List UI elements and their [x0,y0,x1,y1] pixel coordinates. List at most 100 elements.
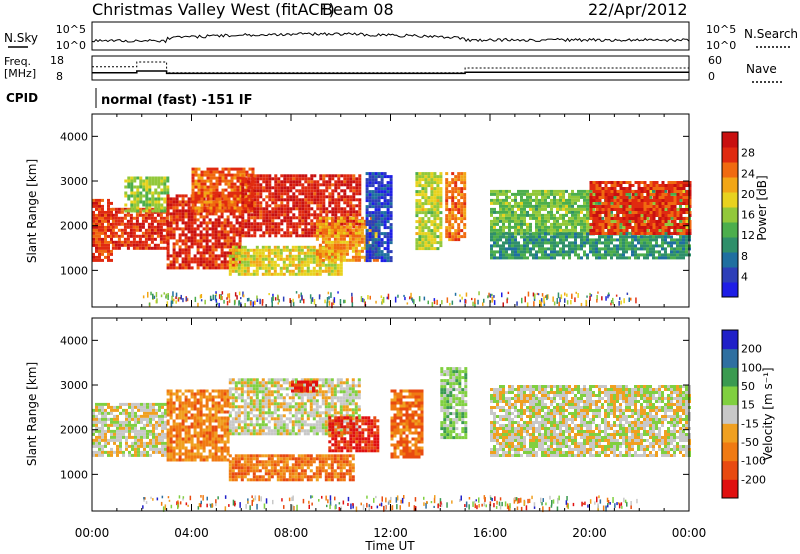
echo-cell [511,244,514,248]
echo-cell [592,238,595,242]
echo-cell [383,205,387,209]
echo-cell [241,183,245,187]
echo-cell [126,243,130,247]
echo-cell [153,219,157,223]
echo-cell [336,216,340,220]
echo-cell [643,217,647,220]
echo-cell [247,204,251,208]
echo-cell [685,196,689,199]
echo-cell [246,266,250,270]
nsearch-tick-bottom: 10^0 [706,39,736,52]
echo-cell [664,214,668,217]
echo-cell [427,247,431,251]
echo-cell [342,249,346,253]
echo-cell [337,204,341,208]
echo-cell [445,229,449,233]
echo-cell [243,269,247,273]
echo-cell [424,190,428,194]
echo-cell [252,263,256,267]
echo-cell [283,216,287,220]
echo-cell [339,216,343,220]
echo-cell [241,180,245,184]
echo-cell [529,247,532,251]
echo-cell [342,243,346,247]
echo-cell [159,213,163,217]
echo-cell [583,189,586,193]
echo-cell [304,231,308,235]
echo-cell [151,209,155,213]
echo-cell [236,206,240,210]
echo-cell [380,244,384,248]
echo-cell [239,191,243,195]
echo-cell [637,208,641,211]
echo-cell [673,181,677,184]
echo-cell [640,226,644,229]
echo-cell [538,213,541,217]
echo-cell [265,180,269,184]
echo-cell [141,243,145,247]
echo-cell [304,177,308,181]
echo-cell [316,189,320,193]
echo-cell [148,200,152,204]
echo-cell [160,182,164,186]
echo-cell [205,257,209,261]
echo-cell [318,219,322,223]
echo-cell [352,207,356,211]
echo-cell [239,185,243,189]
echo-cell [342,237,346,241]
echo-cell [136,185,140,189]
echo-cell [532,216,535,220]
echo-cell [619,202,623,205]
echo-cell [646,241,649,245]
noise-cell [612,301,614,305]
echo-cell [111,213,115,217]
echo-cell [586,201,589,205]
echo-cell [262,198,266,202]
echo-cell [553,189,556,193]
echo-cell [342,252,346,256]
echo-cell [184,242,188,246]
echo-cell [227,167,231,171]
echo-cell [430,238,434,242]
echo-cell [230,206,234,210]
echo-cell [673,241,676,245]
echo-cell [147,231,151,235]
echo-cell [318,216,322,220]
echo-cell [493,250,496,254]
echo-cell [490,256,493,260]
echo-cell [139,185,143,189]
echo-cell [631,190,635,193]
echo-cell [646,187,650,190]
echo-cell [120,210,124,214]
echo-cell [369,228,373,232]
echo-cell [637,223,641,226]
echo-cell [114,234,118,238]
echo-cell [280,219,284,223]
echo-cell [604,211,608,214]
echo-cell [237,251,241,255]
echo-cell [685,223,689,226]
echo-cell [352,225,356,229]
echo-cell [333,266,337,270]
echo-cell [544,250,547,254]
echo-cell [156,231,160,235]
echo-cell [658,199,662,202]
echo-cell [159,234,163,238]
echo-cell [559,250,562,254]
echo-cell [218,206,222,210]
echo-cell [160,191,164,195]
echo-cell [175,239,179,243]
echo-cell [331,201,335,205]
echo-cell [634,217,638,220]
echo-cell [166,191,170,195]
echo-cell [279,248,283,252]
echo-cell [312,248,316,252]
echo-cell [670,226,674,229]
echo-cell [688,181,692,184]
echo-cell [613,208,617,211]
echo-cell [607,225,610,229]
echo-cell [616,181,620,184]
echo-cell [556,253,559,257]
echo-cell [355,177,359,181]
echo-cell [511,210,514,214]
